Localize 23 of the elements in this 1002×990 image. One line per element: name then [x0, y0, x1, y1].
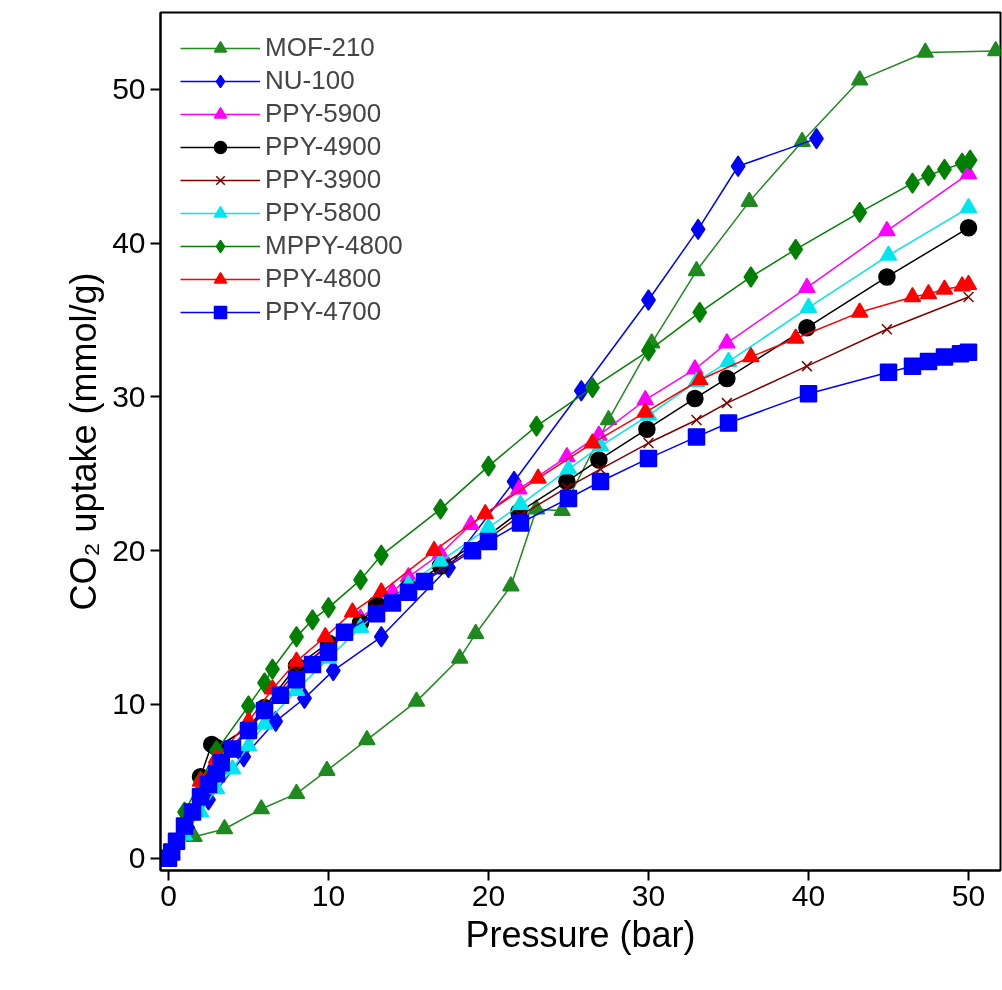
- y-axis-title: CO₂ uptake (mmol/g): [63, 272, 105, 611]
- legend-label: MOF-210: [265, 32, 375, 63]
- y-tick-label: 0: [128, 841, 146, 875]
- y-tick-label: 40: [112, 226, 146, 260]
- x-tick-label: 40: [791, 878, 826, 912]
- legend-label: PPY-5800: [265, 197, 382, 228]
- legend-label: PPY-4800: [265, 263, 382, 294]
- legend-label: PPY-4700: [265, 296, 382, 327]
- legend-label: NU-100: [265, 65, 355, 96]
- x-tick-label: 0: [160, 878, 177, 912]
- x-tick-label: 50: [951, 878, 986, 912]
- y-tick-label: 50: [112, 72, 146, 106]
- legend-label: PPY-5900: [265, 98, 382, 129]
- legend-label: PPY-4900: [265, 131, 382, 162]
- y-tick-label: 30: [112, 379, 146, 413]
- legend-label: MPPY-4800: [265, 230, 403, 261]
- y-tick-label: 10: [112, 687, 146, 721]
- x-tick-label: 20: [471, 878, 506, 912]
- x-tick-label: 30: [631, 878, 666, 912]
- legend-label: PPY-3900: [265, 164, 382, 195]
- y-tick-label: 20: [112, 533, 146, 567]
- x-tick-label: 10: [311, 878, 346, 912]
- x-axis-title: Pressure (bar): [465, 913, 696, 955]
